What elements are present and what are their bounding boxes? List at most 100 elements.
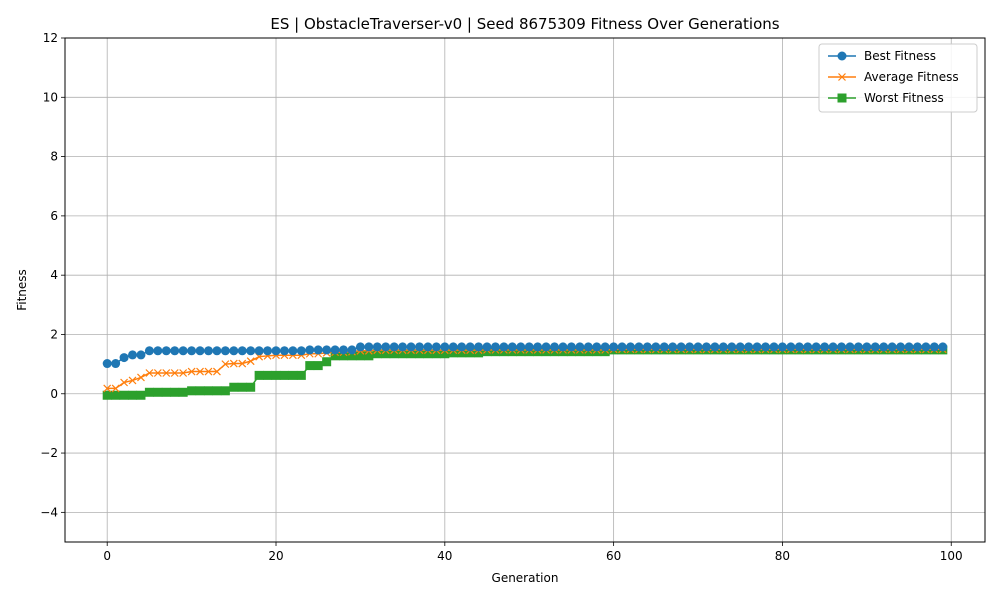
worst-fitness-point — [558, 347, 568, 357]
worst-fitness-point — [203, 386, 213, 396]
best-fitness-point — [541, 342, 551, 352]
best-fitness-point — [786, 342, 796, 352]
worst-fitness-point — [237, 382, 247, 392]
best-fitness-point — [144, 346, 154, 356]
worst-fitness-point — [212, 386, 222, 396]
y-tick-label: 6 — [50, 209, 58, 223]
worst-fitness-point — [195, 386, 205, 396]
best-fitness-point — [313, 345, 323, 355]
best-fitness-point — [431, 342, 441, 352]
best-fitness-point — [769, 342, 779, 352]
y-tick-label: 8 — [50, 150, 58, 164]
best-fitness-point — [507, 342, 517, 352]
worst-fitness-point — [271, 370, 281, 380]
worst-fitness-point — [220, 386, 230, 396]
worst-fitness-point — [170, 387, 180, 397]
average-fitness-point — [179, 369, 188, 377]
y-tick-label: 10 — [43, 90, 58, 104]
best-fitness-point — [887, 342, 897, 352]
worst-fitness-point — [330, 351, 340, 361]
worst-fitness-point — [566, 347, 576, 357]
best-fitness-point — [837, 342, 847, 352]
best-fitness-point — [119, 353, 129, 363]
y-tick-label: 12 — [43, 31, 58, 45]
best-fitness-point — [752, 342, 762, 352]
best-fitness-point — [465, 342, 475, 352]
y-tick-label: 4 — [50, 268, 58, 282]
worst-fitness-point — [448, 348, 458, 358]
best-fitness-point — [423, 342, 433, 352]
best-fitness-point — [651, 342, 661, 352]
best-fitness-point — [111, 359, 121, 369]
average-fitness-point — [229, 359, 238, 368]
best-fitness-point — [296, 346, 306, 356]
worst-fitness-point — [440, 349, 450, 359]
best-fitness-point — [617, 342, 627, 352]
best-fitness-point — [153, 346, 163, 356]
worst-fitness-point — [305, 361, 315, 371]
best-fitness-point — [727, 342, 737, 352]
worst-fitness-point — [465, 348, 475, 358]
average-fitness-point — [137, 373, 145, 382]
worst-fitness-point — [313, 361, 323, 371]
best-fitness-point — [448, 342, 458, 352]
x-tick-label: 0 — [103, 549, 111, 563]
best-fitness-point — [457, 342, 467, 352]
best-fitness-point — [339, 345, 349, 355]
y-tick-label: −2 — [40, 446, 58, 460]
worst-fitness-point — [119, 390, 129, 400]
worst-fitness-point — [550, 347, 560, 357]
best-fitness-point — [203, 346, 213, 356]
average-fitness-point — [162, 369, 171, 377]
best-fitness-point — [482, 342, 492, 352]
best-fitness-point — [929, 342, 939, 352]
average-fitness-point — [120, 378, 129, 387]
best-fitness-point — [904, 342, 914, 352]
best-fitness-point — [558, 342, 568, 352]
best-fitness-point — [195, 346, 205, 356]
best-fitness-point — [853, 342, 863, 352]
best-fitness-point — [381, 342, 391, 352]
best-fitness-point — [389, 342, 399, 352]
best-fitness-point — [600, 342, 610, 352]
best-fitness-point — [128, 350, 138, 360]
best-fitness-point — [575, 342, 585, 352]
best-fitness-point — [516, 342, 526, 352]
worst-fitness-point — [372, 349, 382, 359]
best-fitness-point — [592, 342, 602, 352]
best-fitness-point — [642, 342, 652, 352]
plot-frame — [64, 37, 986, 543]
best-fitness-point — [777, 342, 787, 352]
best-fitness-point — [263, 346, 273, 356]
worst-fitness-point — [128, 390, 138, 400]
average-fitness-point — [221, 360, 230, 369]
best-fitness-point — [938, 342, 948, 352]
best-fitness-point — [693, 342, 703, 352]
legend-item-average-fitness: Average Fitness — [828, 70, 959, 84]
best-fitness-point — [794, 342, 804, 352]
best-fitness-point — [355, 342, 365, 352]
best-fitness-point — [229, 346, 239, 356]
best-fitness-point — [811, 342, 821, 352]
axis-ticks: 0 20 40 60 80 100 −4 −2 0 2 4 6 8 10 12 — [40, 31, 962, 563]
best-fitness-point — [550, 342, 560, 352]
worst-fitness-point — [229, 382, 239, 392]
series-layer — [102, 342, 948, 400]
average-fitness-point — [246, 357, 255, 366]
best-fitness-point — [710, 342, 720, 352]
worst-fitness-point — [144, 387, 154, 397]
best-fitness-point — [347, 345, 357, 355]
worst-fitness-point — [187, 386, 197, 396]
worst-fitness-point — [254, 370, 264, 380]
best-fitness-point — [533, 342, 543, 352]
worst-fitness-point — [111, 390, 121, 400]
worst-fitness-point — [516, 347, 526, 357]
best-fitness-point — [246, 346, 256, 356]
worst-fitness-point — [507, 347, 517, 357]
average-fitness-point — [213, 367, 221, 376]
worst-fitness-point — [499, 347, 509, 357]
grid — [65, 37, 985, 542]
best-fitness-series — [102, 342, 948, 369]
average-fitness-point — [170, 369, 179, 377]
worst-fitness-point — [246, 382, 256, 392]
